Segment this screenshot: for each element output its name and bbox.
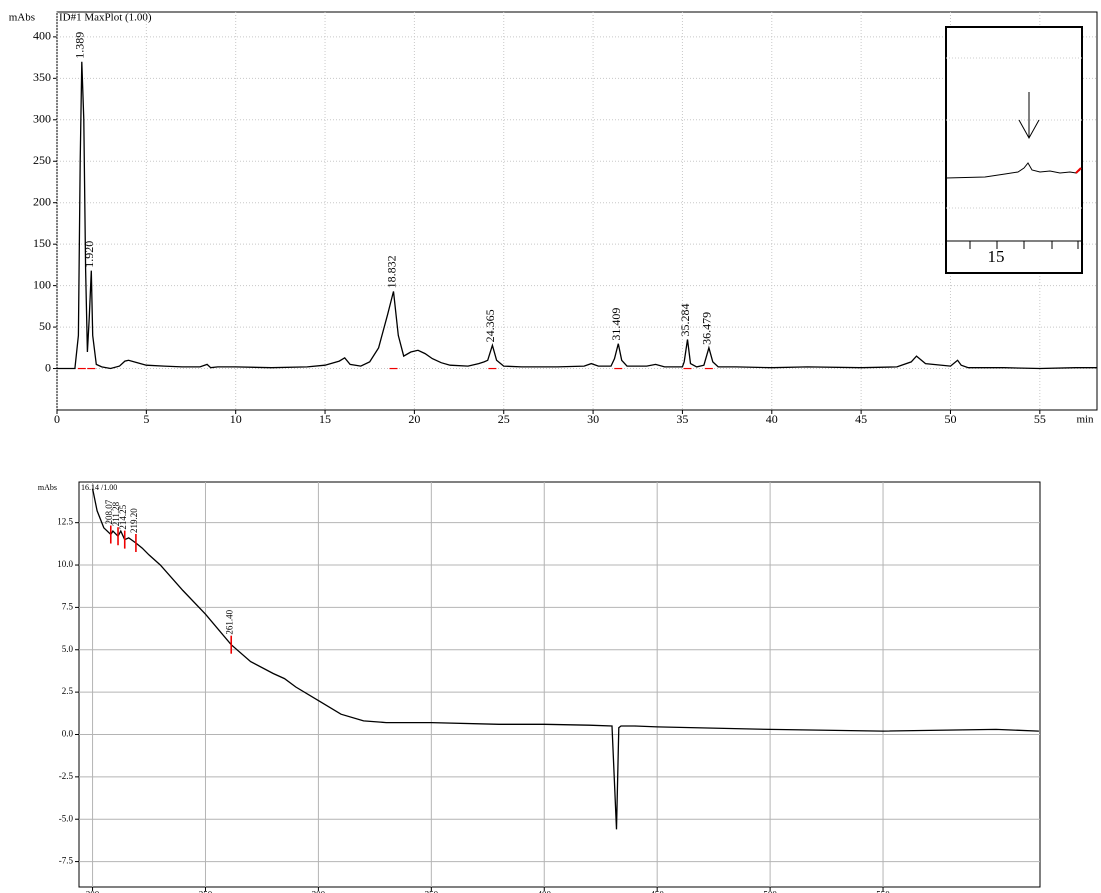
peak-label: 1.920 [82,241,96,268]
y-tick-label: 7.5 [62,601,74,611]
y-tick-label: 2.5 [62,686,74,696]
x-tick-label: 20 [408,412,420,426]
x-tick-label: 350 [425,889,439,893]
plot-frame [79,482,1040,887]
peak-label: 1.389 [73,32,87,59]
x-tick-label: 5 [143,412,149,426]
inset-frame [946,27,1082,273]
x-tick-label: 50 [944,412,956,426]
x-axis-label: min [1076,414,1094,426]
y-tick-label: 300 [33,112,51,126]
peak-label: 31.409 [609,308,623,341]
chart-title: ID#1 MaxPlot (1.00) [59,12,152,24]
peak-label: 219.20 [129,508,139,533]
y-tick-label: 0 [45,360,51,374]
x-tick-label: 30 [587,412,599,426]
peak-label: 261.40 [224,609,234,634]
chart-title: 16.14 /1.00 [81,483,117,492]
x-tick-label: 200 [86,889,100,893]
y-tick-label: -5.0 [59,813,74,823]
x-tick-label: 0 [54,412,60,426]
y-tick-label: 5.0 [62,644,74,654]
y-tick-label: 0.0 [62,729,74,739]
x-tick-label: 450 [650,889,664,893]
peak-label: 35.284 [678,304,692,337]
x-tick-label: 400 [538,889,552,893]
y-tick-label: 50 [39,319,51,333]
y-tick-label: 100 [33,277,51,291]
plot-frame [57,12,1097,410]
x-tick-label: 35 [676,412,688,426]
y-axis-label: mAbs [38,483,57,492]
peak-label: 18.832 [384,255,398,288]
x-tick-label: 10 [230,412,242,426]
y-tick-label: 250 [33,153,51,167]
x-tick-label: 40 [766,412,778,426]
chart-page: 0 50 100 150 200 250 300 350 400 0 5 10 15 20 25 30 35 40… [0,0,1101,893]
trace [93,489,1039,830]
peak-label: 36.479 [700,312,714,345]
trace [57,62,1097,369]
y-tick-label: 400 [33,29,51,43]
x-tick-label: 45 [855,412,867,426]
y-axis-label: mAbs [9,12,35,24]
peak-label: 214.25 [118,504,128,529]
y-tick-label: 12.5 [57,517,73,527]
x-tick-label: 500 [763,889,777,893]
y-tick-label: -2.5 [59,771,74,781]
x-tick-label: 550 [876,889,890,893]
inset-tick-label: 15 [988,247,1005,266]
x-tick-label: 55 [1034,412,1046,426]
y-tick-label: 10.0 [57,559,73,569]
y-tick-label: 150 [33,236,51,250]
x-tick-label: 300 [312,889,326,893]
x-tick-label: 25 [498,412,510,426]
plot: 0 50 100 150 200 250 300 350 400 0 5 10 15 20 25 30 35 40… [9,12,1097,426]
x-tick-label: 250 [199,889,213,893]
y-tick-label: 350 [33,70,51,84]
plot: -7.5 -5.0 -2.5 0.0 2.5 5.0 7.5 10.0 12.5 200 250 30… [38,482,1040,893]
peak-label: 24.365 [483,309,497,342]
y-tick-label: 200 [33,194,51,208]
y-tick-label: -7.5 [59,856,74,866]
inset: 15 [946,27,1082,273]
x-tick-label: 15 [319,412,331,426]
